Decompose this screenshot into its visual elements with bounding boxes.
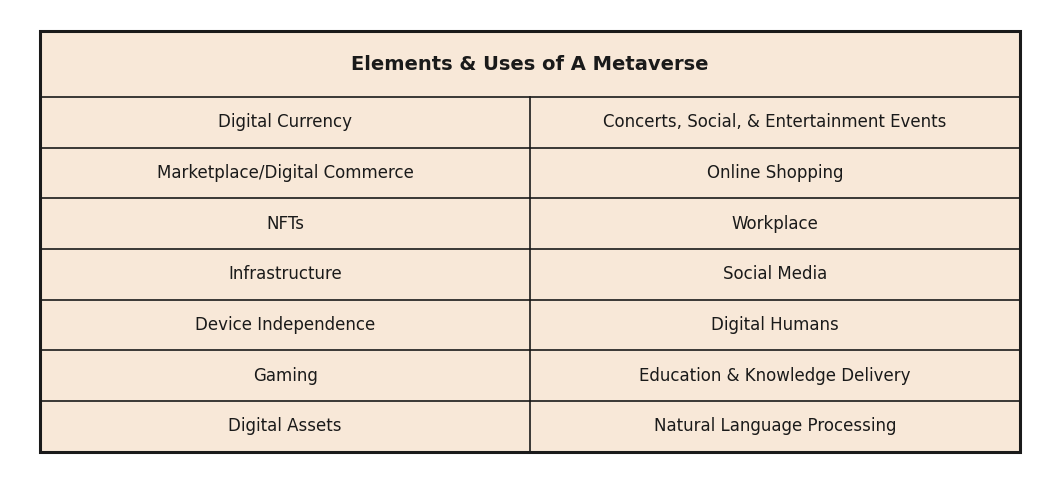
Text: Education & Knowledge Delivery: Education & Knowledge Delivery [639,367,911,385]
Text: Digital Humans: Digital Humans [711,316,838,334]
Text: Marketplace/Digital Commerce: Marketplace/Digital Commerce [157,164,413,182]
Text: Digital Assets: Digital Assets [228,417,342,435]
Text: Digital Currency: Digital Currency [218,113,352,131]
Text: Concerts, Social, & Entertainment Events: Concerts, Social, & Entertainment Events [603,113,947,131]
Text: Online Shopping: Online Shopping [707,164,843,182]
Bar [40,31,1020,452]
Text: Natural Language Processing: Natural Language Processing [654,417,896,435]
Text: Infrastructure: Infrastructure [228,265,342,283]
Text: Social Media: Social Media [723,265,827,283]
Text: Gaming: Gaming [252,367,318,385]
Text: NFTs: NFTs [266,215,304,233]
Text: Elements & Uses of A Metaverse: Elements & Uses of A Metaverse [351,54,709,74]
Text: Workplace: Workplace [731,215,818,233]
Text: Device Independence: Device Independence [195,316,375,334]
